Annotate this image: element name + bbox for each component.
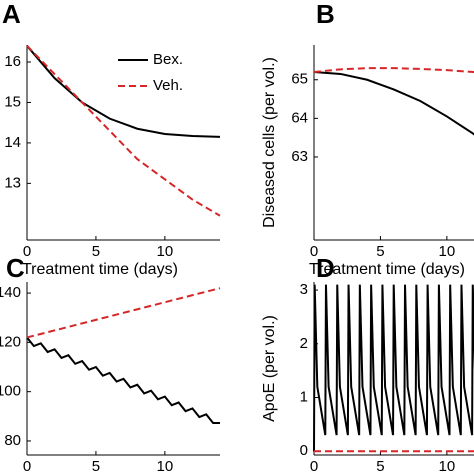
panel-letter: C bbox=[6, 253, 25, 283]
y-tick-label: 3 bbox=[300, 281, 308, 298]
series-line bbox=[26, 336, 220, 424]
y-tick-label: 1 bbox=[300, 388, 308, 405]
y-tick-label: 80 bbox=[4, 432, 21, 449]
y-tick-label: 120 bbox=[0, 333, 21, 350]
y-axis-label: Diseased cells (per vol.) bbox=[261, 57, 278, 228]
x-tick-label: 5 bbox=[92, 458, 100, 474]
y-tick-label: 63 bbox=[291, 148, 308, 165]
x-tick-label: 0 bbox=[310, 458, 318, 474]
x-tick-label: 10 bbox=[157, 243, 174, 260]
x-tick-label: 10 bbox=[439, 458, 456, 474]
y-tick-label: 100 bbox=[0, 383, 21, 400]
series-line bbox=[26, 287, 221, 339]
y-tick-label: 65 bbox=[291, 71, 308, 88]
y-tick-label: 64 bbox=[291, 109, 308, 126]
legend-label: Veh. bbox=[153, 77, 183, 94]
series-line bbox=[26, 45, 221, 217]
panel-letter: B bbox=[316, 0, 335, 29]
y-tick-label: 13 bbox=[4, 174, 21, 191]
x-tick-label: 0 bbox=[23, 458, 31, 474]
legend-label: Bex. bbox=[153, 51, 183, 68]
x-tick-label: 5 bbox=[376, 243, 384, 260]
x-tick-label: 0 bbox=[23, 243, 31, 260]
x-tick-label: 10 bbox=[157, 458, 174, 474]
series-line bbox=[26, 45, 221, 138]
y-tick-label: 14 bbox=[4, 134, 21, 151]
series-line bbox=[313, 67, 474, 74]
y-tick-label: 15 bbox=[4, 93, 21, 110]
x-tick-label: 5 bbox=[92, 243, 100, 260]
y-axis-label: ApoE (per vol.) bbox=[261, 315, 278, 422]
x-tick-label: 5 bbox=[376, 458, 384, 474]
x-tick-label: 0 bbox=[310, 243, 318, 260]
y-tick-label: 16 bbox=[4, 53, 21, 70]
x-axis-label: Treatment time (days) bbox=[22, 261, 178, 278]
y-tick-label: 2 bbox=[300, 335, 308, 352]
x-axis-label: Treatment time (days) bbox=[309, 261, 465, 278]
panel: C 80 100 120 140 0 5 10 Treatment time (days) bbox=[0, 253, 221, 474]
series-line bbox=[313, 71, 474, 136]
panel-letter: D bbox=[316, 253, 335, 283]
y-tick-label: 140 bbox=[0, 284, 21, 301]
panel-letter: A bbox=[2, 0, 21, 29]
series-line bbox=[313, 284, 474, 452]
panel: D 0 1 2 3 0 5 10 Treatment time (days) ApoE (per … bbox=[261, 253, 474, 474]
x-tick-label: 10 bbox=[439, 243, 456, 260]
y-tick-label: 0 bbox=[300, 442, 308, 459]
